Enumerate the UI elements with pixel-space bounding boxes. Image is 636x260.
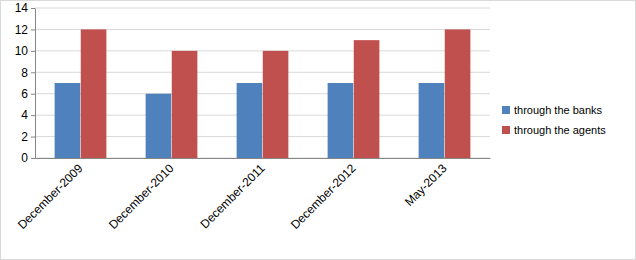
y-tick-label: 14 xyxy=(15,1,29,15)
y-tick: 6 xyxy=(21,87,35,101)
x-tick-label: December-2011 xyxy=(197,161,267,231)
y-tick-mark xyxy=(31,94,35,95)
y-tick-label: 12 xyxy=(15,23,29,37)
legend-item: through the banks xyxy=(502,104,603,116)
x-axis-line xyxy=(36,158,491,159)
bar xyxy=(81,29,107,158)
legend: through the banks through the agents xyxy=(502,104,606,136)
bar xyxy=(237,83,263,158)
x-tick-label: December-2012 xyxy=(288,161,359,232)
y-tick: 12 xyxy=(15,23,35,37)
y-tick: 0 xyxy=(21,151,35,165)
chart: 02468101214December-2009December-2010Dec… xyxy=(0,0,636,260)
bar xyxy=(172,51,198,158)
x-tick-label: December-2009 xyxy=(15,161,86,232)
bar xyxy=(263,51,289,158)
y-tick-mark xyxy=(31,137,35,138)
y-tick-mark xyxy=(31,8,35,9)
y-tick: 2 xyxy=(21,130,35,144)
y-axis-line xyxy=(35,9,36,159)
legend-item: through the agents xyxy=(502,124,606,136)
grid-line xyxy=(35,8,490,9)
bar-series xyxy=(55,83,445,158)
y-tick-label: 4 xyxy=(21,108,28,122)
legend-label: through the banks xyxy=(514,104,603,116)
x-tick: December-2012 xyxy=(288,161,359,232)
bars xyxy=(55,29,471,158)
y-tick-mark xyxy=(31,51,35,52)
bar xyxy=(419,83,445,158)
x-tick: December-2010 xyxy=(106,161,177,232)
y-tick-mark xyxy=(31,72,35,73)
y-tick-label: 6 xyxy=(21,87,28,101)
bar xyxy=(55,83,81,158)
y-tick: 8 xyxy=(21,66,35,80)
y-tick-label: 8 xyxy=(21,66,28,80)
y-tick: 10 xyxy=(15,44,35,58)
legend-swatch xyxy=(502,126,510,134)
y-tick: 4 xyxy=(21,108,35,122)
bar xyxy=(445,29,471,158)
y-tick-label: 0 xyxy=(21,151,28,165)
y-tick-label: 2 xyxy=(21,130,28,144)
y-tick-label: 10 xyxy=(15,44,29,58)
x-tick-label: May-2013 xyxy=(402,161,450,209)
bar xyxy=(328,83,354,158)
legend-swatch xyxy=(502,106,510,114)
bar xyxy=(354,40,380,158)
legend-label: through the agents xyxy=(514,124,606,136)
y-axis: 0 2 4 6 8 10 12 14 xyxy=(15,1,36,165)
y-tick-mark xyxy=(31,29,35,30)
x-tick-label: December-2010 xyxy=(106,161,177,232)
y-tick: 14 xyxy=(15,1,35,15)
x-tick: May-2013 xyxy=(402,161,450,209)
x-tick: December-2009 xyxy=(15,161,86,232)
x-axis: December-2009 December-2010 December-2011 D… xyxy=(15,159,491,232)
y-tick-mark xyxy=(31,115,35,116)
x-tick: December-2011 xyxy=(197,161,267,231)
bar xyxy=(146,94,172,158)
chart-frame xyxy=(1,1,636,260)
bar-series xyxy=(81,29,471,158)
y-tick-mark xyxy=(31,158,35,159)
plot: 02468101214December-2009December-2010Dec… xyxy=(15,1,491,232)
grid xyxy=(35,8,490,158)
